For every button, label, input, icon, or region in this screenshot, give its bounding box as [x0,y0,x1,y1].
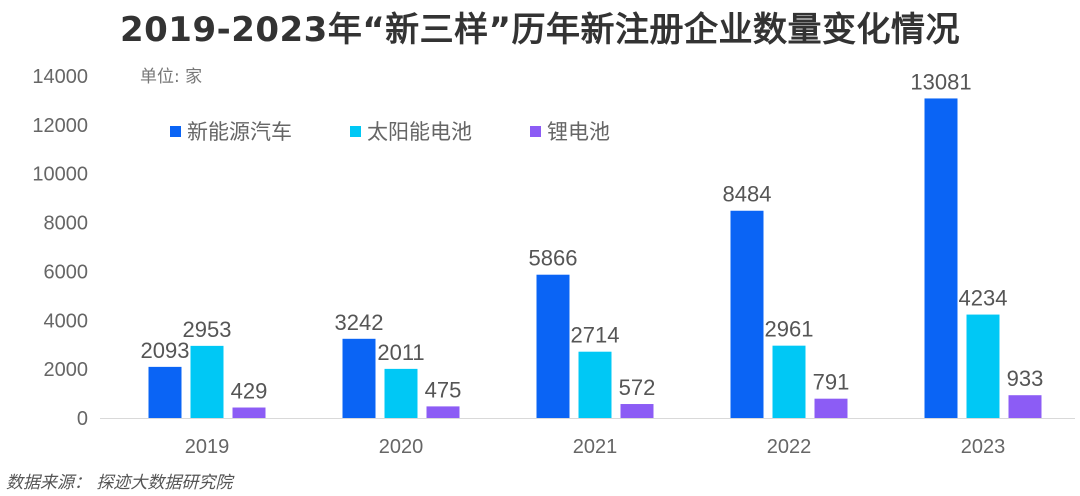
data-label: 429 [231,379,268,404]
data-label: 5866 [529,246,578,271]
bar-1-2019 [190,345,224,418]
chart-title: 2019-2023年“新三样”历年新注册企业数量变化情况 [119,10,961,50]
legend-item: 太阳能电池 [350,116,472,146]
y-tick-label: 8000 [44,213,89,235]
legend-item: 新能源汽车 [170,116,292,146]
bar-2-2019 [232,407,266,418]
data-label: 13081 [910,69,971,94]
data-label: 475 [425,377,462,402]
bar-0-2020 [342,338,376,418]
y-tick-label: 6000 [44,261,89,283]
legend-label: 锂电池 [547,120,610,144]
bar-2-2021 [620,404,654,418]
legend-swatch [170,125,181,137]
bar-2-2023 [1008,395,1042,418]
x-tick-label: 2023 [961,436,1006,458]
y-tick-label: 10000 [32,164,88,186]
data-label: 2011 [377,340,424,365]
bar-1-2023 [966,314,1000,418]
x-tick-label: 2019 [185,436,230,458]
data-label: 2953 [183,317,232,342]
data-label: 8484 [723,182,772,207]
unit-label: 单位: 家 [140,67,203,87]
bar-0-2022 [730,210,764,418]
bar-1-2021 [578,351,612,418]
legend-swatch [530,125,541,137]
data-label: 2714 [571,323,620,348]
bar-2-2020 [426,406,460,418]
y-tick-label: 4000 [44,310,89,332]
data-label: 2093 [141,338,190,363]
legend-swatch [350,125,361,137]
data-label: 4234 [959,286,1008,311]
legend-item: 锂电池 [530,116,610,146]
y-tick-label: 14000 [32,66,88,88]
data-label: 791 [813,370,850,395]
x-tick-label: 2020 [379,436,424,458]
data-label: 933 [1007,366,1044,391]
data-label: 572 [619,375,656,400]
legend-label: 新能源汽车 [187,120,292,144]
x-tick-label: 2021 [573,436,618,458]
y-tick-label: 2000 [44,359,89,381]
y-tick-label: 0 [77,408,88,430]
legend: 新能源汽车 太阳能电池 锂电池 [170,116,668,146]
x-tick-label: 2022 [767,436,812,458]
bar-1-2020 [384,368,418,418]
bar-0-2023 [924,98,958,418]
bar-0-2021 [536,274,570,418]
legend-label: 太阳能电池 [367,120,472,144]
bar-2-2022 [814,398,848,418]
y-tick-label: 12000 [32,115,88,137]
data-label: 2961 [765,317,814,342]
bar-1-2022 [772,345,806,418]
bar-0-2019 [148,366,182,418]
source-note: 数据来源： 探迹大数据研究院 [6,473,233,493]
data-label: 3242 [335,310,384,335]
